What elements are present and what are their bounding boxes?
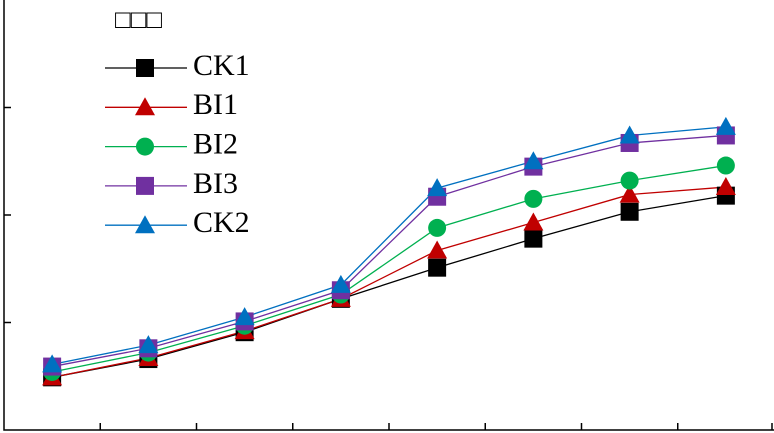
marker — [42, 354, 63, 373]
marker — [138, 335, 159, 354]
marker — [715, 177, 736, 196]
legend-marker — [135, 215, 155, 234]
legend-label: BI2 — [193, 127, 238, 160]
legend-marker — [136, 176, 154, 195]
legend-marker — [135, 97, 155, 116]
marker — [620, 202, 639, 221]
legend-marker — [136, 59, 154, 77]
marker — [619, 125, 640, 144]
series-line — [51, 126, 726, 366]
legend-title: □□□ — [115, 5, 162, 34]
series-line — [52, 134, 726, 368]
marker — [330, 274, 351, 293]
marker — [620, 171, 639, 190]
series-line — [52, 195, 726, 378]
marker — [428, 218, 447, 237]
marker — [524, 189, 543, 208]
legend-label: CK1 — [193, 49, 250, 82]
legend-label: CK2 — [193, 206, 250, 239]
series-line — [51, 164, 726, 373]
legend-label: BI3 — [193, 167, 238, 200]
marker — [619, 184, 640, 203]
marker — [234, 307, 255, 326]
marker — [427, 240, 448, 259]
series-line — [51, 186, 726, 378]
marker — [523, 212, 544, 231]
marker — [427, 178, 448, 197]
marker — [523, 151, 544, 170]
legend-label: BI1 — [193, 88, 238, 121]
axes — [3, 0, 774, 431]
marker — [716, 156, 735, 175]
marker — [524, 229, 543, 248]
marker — [715, 116, 736, 135]
marker — [428, 258, 447, 277]
legend-marker — [136, 137, 154, 156]
